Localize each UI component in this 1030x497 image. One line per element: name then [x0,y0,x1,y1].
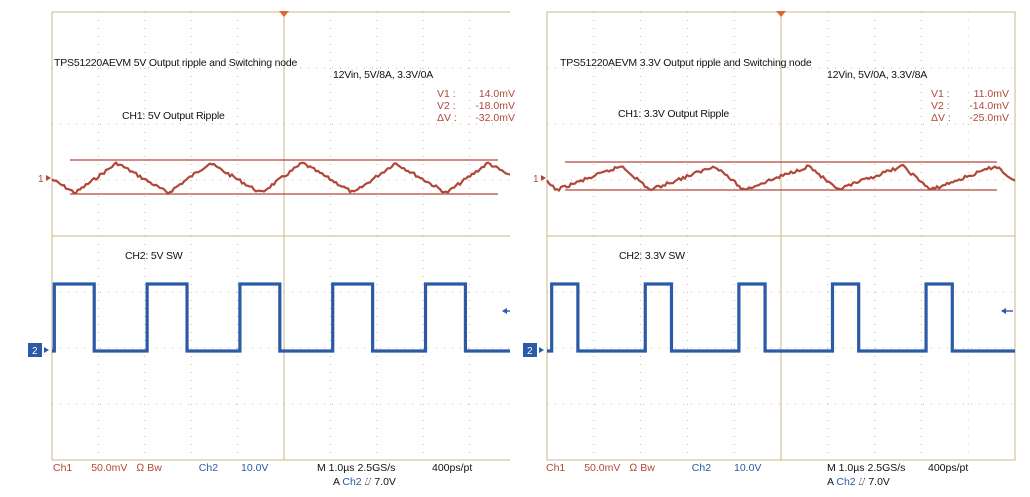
trigger-level-arrow [502,308,507,314]
status-trigger: A Ch2 ⌰ 7.0V [333,476,396,489]
ch2-reference-marker: 2 [523,343,544,357]
status-ch1-scale: 50.0mV [91,462,128,474]
ch1-reference-marker: 1 [38,174,51,185]
status-ch2-scale: 10.0V [240,462,269,474]
test-condition: 12Vin, 5V/0A, 3.3V/8A [827,69,928,81]
ch2-reference-marker: 2 [28,343,49,357]
ch2-marker-box [523,343,537,357]
measurement-v1: V1 :11.0mV [931,88,1009,100]
trigger-position-marker [776,11,786,17]
trigger-level: ⌰ 7.0V [364,476,396,488]
ch1-label: CH1: 3.3V Output Ripple [618,108,729,120]
ch1-label: CH1: 5V Output Ripple [122,110,225,122]
status-resolution: 400ps/pt [928,462,969,474]
ch2-label: CH2: 3.3V SW [619,250,685,262]
ch2-waveform [547,282,1015,353]
scope-plot-left: 12 [28,11,510,461]
plot-title: TPS51220AEVM 3.3V Output ripple and Swit… [560,57,812,69]
status-timebase: M 1.0µs 2.5GS/s [317,462,396,474]
ch1-waveform [51,160,510,196]
ch1-marker-arrow [46,175,51,181]
status-ch2: Ch2 [691,462,712,474]
ch1-marker-arrow [541,175,546,181]
status-bar: Ch1 50.0mV Ω Bw Ch2 10.0V [546,462,761,474]
status-ch1-scale: 50.0mV [584,462,621,474]
trigger-prefix: A [333,476,340,488]
status-ch1: Ch1 [546,462,566,474]
ch1-marker-label: 1 [38,174,44,185]
plot-title: TPS51220AEVM 5V Output ripple and Switch… [54,57,298,69]
trigger-level: ⌰ 7.0V [858,476,890,488]
status-ch2-scale: 10.0V [733,462,762,474]
measurement-delta: ΔV : -25.0mV [931,112,1009,124]
ch2-marker-arrow [44,347,49,353]
trigger-channel: Ch2 [342,476,362,488]
ch2-marker-box [28,343,42,357]
status-ch1-flags: Ω Bw [629,462,655,474]
status-ch2: Ch2 [198,462,219,474]
trigger-prefix: A [827,476,834,488]
trigger-channel: Ch2 [836,476,856,488]
status-ch1: Ch1 [53,462,73,474]
ch2-marker-label: 2 [32,346,38,357]
measurement-delta: ΔV : -32.0mV [437,112,515,124]
test-condition: 12Vin, 5V/8A, 3.3V/0A [333,69,434,81]
ch1-waveform [546,163,1016,193]
measurement-v2: V2 : -14.0mV [931,100,1009,112]
trigger-position-marker [279,11,289,17]
ch1-reference-marker: 1 [533,174,546,185]
measurement-v2: V2 : -18.0mV [437,100,515,112]
status-trigger: A Ch2 ⌰ 7.0V [827,476,890,489]
ch2-waveform [52,282,510,353]
status-resolution: 400ps/pt [432,462,473,474]
ch2-label: CH2: 5V SW [125,250,183,262]
status-bar: Ch1 50.0mV Ω Bw Ch2 10.0V [53,462,268,474]
status-timebase: M 1.0µs 2.5GS/s [827,462,906,474]
ch2-marker-arrow [539,347,544,353]
scope-plot-right: 12 [523,11,1016,461]
ch1-marker-label: 1 [533,174,539,185]
measurement-v1: V1 :14.0mV [437,88,515,100]
cursor-measurements: V1 :14.0mV V2 : -18.0mV ΔV : -32.0mV [437,88,515,124]
cursor-measurements: V1 :11.0mV V2 : -14.0mV ΔV : -25.0mV [931,88,1009,124]
status-ch1-flags: Ω Bw [136,462,162,474]
ch2-marker-label: 2 [527,346,533,357]
trigger-level-arrow [1001,308,1006,314]
